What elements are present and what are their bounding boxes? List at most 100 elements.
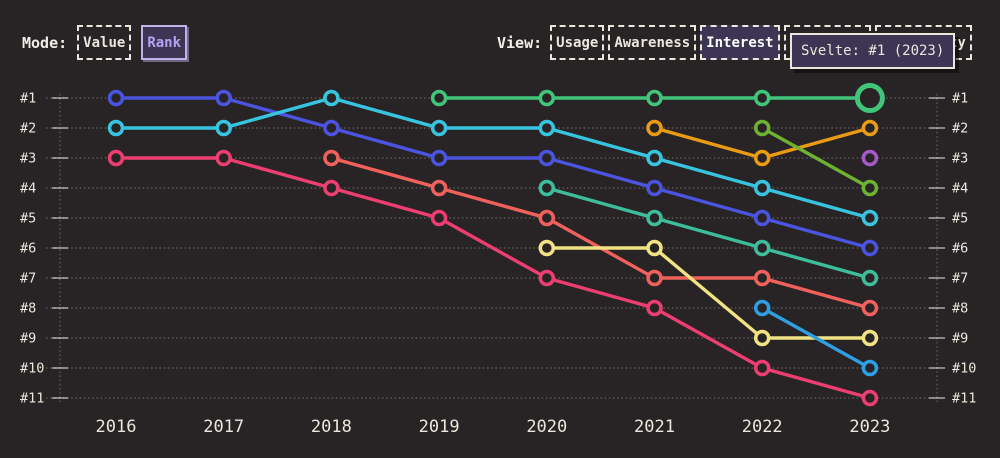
- rank-label-left-#6: #6: [20, 241, 36, 257]
- marker-lime-2023[interactable]: [861, 179, 879, 197]
- series-line-azure[interactable]: [760, 306, 872, 370]
- rank-label-left-#4: #4: [20, 181, 36, 197]
- marker-royal-blue-2017[interactable]: [215, 89, 232, 107]
- marker-green-2019[interactable]: [430, 89, 448, 107]
- marker-cyan-2019[interactable]: [430, 119, 448, 137]
- marker-pink-2016[interactable]: [107, 149, 125, 167]
- marker-royal-blue-2020[interactable]: [538, 149, 556, 167]
- tooltip: Svelte: #1 (2023): [790, 33, 956, 69]
- year-label-2022: 2022: [742, 417, 783, 437]
- marker-yellow-2022[interactable]: [753, 329, 771, 347]
- marker-royal-blue-2016[interactable]: [107, 89, 125, 107]
- marker-green-2022[interactable]: [753, 89, 771, 107]
- marker-coral-2023[interactable]: [861, 299, 879, 317]
- year-label-2018: 2018: [311, 417, 352, 437]
- marker-teal-2022[interactable]: [753, 239, 771, 257]
- rank-label-left-#3: #3: [20, 151, 36, 167]
- marker-cyan-2023[interactable]: [861, 209, 879, 227]
- marker-royal-blue-2022[interactable]: [753, 209, 771, 227]
- marker-yellow-2020[interactable]: [538, 239, 556, 257]
- rank-label-left-#1: #1: [20, 91, 36, 107]
- rank-label-right-#3: #3: [952, 151, 968, 167]
- marker-orange-2023[interactable]: [861, 119, 879, 137]
- marker-orange-2021[interactable]: [646, 119, 663, 137]
- marker-cyan-2018[interactable]: [323, 89, 340, 107]
- marker-azure-2023[interactable]: [861, 359, 879, 377]
- rank-label-left-#8: #8: [20, 301, 36, 317]
- marker-cyan-2020[interactable]: [538, 119, 556, 137]
- marker-cyan-2021[interactable]: [646, 149, 663, 167]
- marker-cyan-2016[interactable]: [107, 119, 125, 137]
- rank-label-left-#9: #9: [20, 331, 36, 347]
- series-line-teal[interactable]: [545, 186, 872, 280]
- marker-royal-blue-2021[interactable]: [646, 179, 663, 197]
- marker-royal-blue-2023[interactable]: [861, 239, 879, 257]
- view-label: View:: [497, 33, 543, 52]
- marker-azure-2022[interactable]: [753, 299, 771, 317]
- marker-pink-2023[interactable]: [861, 389, 879, 407]
- year-label-2021: 2021: [634, 417, 675, 437]
- rank-label-right-#7: #7: [952, 271, 968, 287]
- marker-coral-2020[interactable]: [538, 209, 556, 227]
- mode-toggle: Mode: Value Rank: [22, 25, 188, 60]
- series-line-coral[interactable]: [329, 156, 872, 310]
- marker-green-2020[interactable]: [538, 89, 556, 107]
- rank-label-left-#7: #7: [20, 271, 36, 287]
- series-line-lime[interactable]: [760, 126, 872, 190]
- marker-pink-2017[interactable]: [215, 149, 232, 167]
- view-toggle: View: Usage Awareness Interest Retention…: [497, 25, 972, 60]
- series-line-royal-blue[interactable]: [114, 96, 872, 250]
- rank-label-right-#9: #9: [952, 331, 968, 347]
- rank-label-left-#5: #5: [20, 211, 36, 227]
- marker-pink-2018[interactable]: [323, 179, 340, 197]
- rank-label-right-#10: #10: [952, 361, 976, 377]
- marker-highlighted-green-2023[interactable]: [854, 83, 885, 113]
- marker-yellow-2021[interactable]: [646, 239, 663, 257]
- mode-option-rank[interactable]: Rank: [141, 25, 188, 60]
- rank-label-right-#1: #1: [952, 91, 968, 107]
- rank-label-left-#2: #2: [20, 121, 36, 137]
- mode-option-value[interactable]: Value: [77, 25, 132, 60]
- marker-green-2021[interactable]: [646, 89, 663, 107]
- series-line-pink[interactable]: [114, 156, 872, 400]
- year-label-2020: 2020: [526, 417, 567, 437]
- marker-coral-2019[interactable]: [430, 179, 448, 197]
- series-line-cyan[interactable]: [114, 96, 872, 220]
- marker-royal-blue-2018[interactable]: [323, 119, 340, 137]
- mode-label: Mode:: [22, 33, 68, 52]
- view-option-interest[interactable]: Interest: [700, 25, 780, 60]
- rank-label-left-#10: #10: [20, 361, 44, 377]
- rank-label-right-#6: #6: [952, 241, 968, 257]
- marker-coral-2018[interactable]: [323, 149, 340, 167]
- marker-cyan-2017[interactable]: [215, 119, 232, 137]
- rank-label-right-#5: #5: [952, 211, 968, 227]
- rank-label-right-#11: #11: [952, 391, 976, 407]
- marker-pink-2020[interactable]: [538, 269, 556, 287]
- year-label-2017: 2017: [203, 417, 244, 437]
- marker-pink-2019[interactable]: [430, 209, 448, 227]
- marker-coral-2022[interactable]: [753, 269, 771, 287]
- marker-teal-2021[interactable]: [646, 209, 663, 227]
- marker-lime-2022[interactable]: [753, 119, 771, 137]
- marker-yellow-2023[interactable]: [861, 329, 879, 347]
- rank-label-right-#2: #2: [952, 121, 968, 137]
- year-label-2023: 2023: [849, 417, 890, 437]
- rank-label-left-#11: #11: [20, 391, 44, 407]
- rank-label-right-#4: #4: [952, 181, 968, 197]
- marker-coral-2021[interactable]: [646, 269, 663, 287]
- year-label-2019: 2019: [419, 417, 460, 437]
- marker-pink-2021[interactable]: [646, 299, 663, 317]
- rank-label-right-#8: #8: [952, 301, 968, 317]
- marker-orange-2022[interactable]: [753, 149, 771, 167]
- marker-royal-blue-2019[interactable]: [430, 149, 448, 167]
- marker-purple-2023[interactable]: [861, 149, 879, 167]
- view-option-awareness[interactable]: Awareness: [608, 25, 697, 60]
- marker-cyan-2022[interactable]: [753, 179, 771, 197]
- marker-teal-2020[interactable]: [538, 179, 556, 197]
- view-option-usage[interactable]: Usage: [550, 25, 605, 60]
- year-label-2016: 2016: [96, 417, 137, 437]
- marker-pink-2022[interactable]: [753, 359, 771, 377]
- marker-teal-2023[interactable]: [861, 269, 879, 287]
